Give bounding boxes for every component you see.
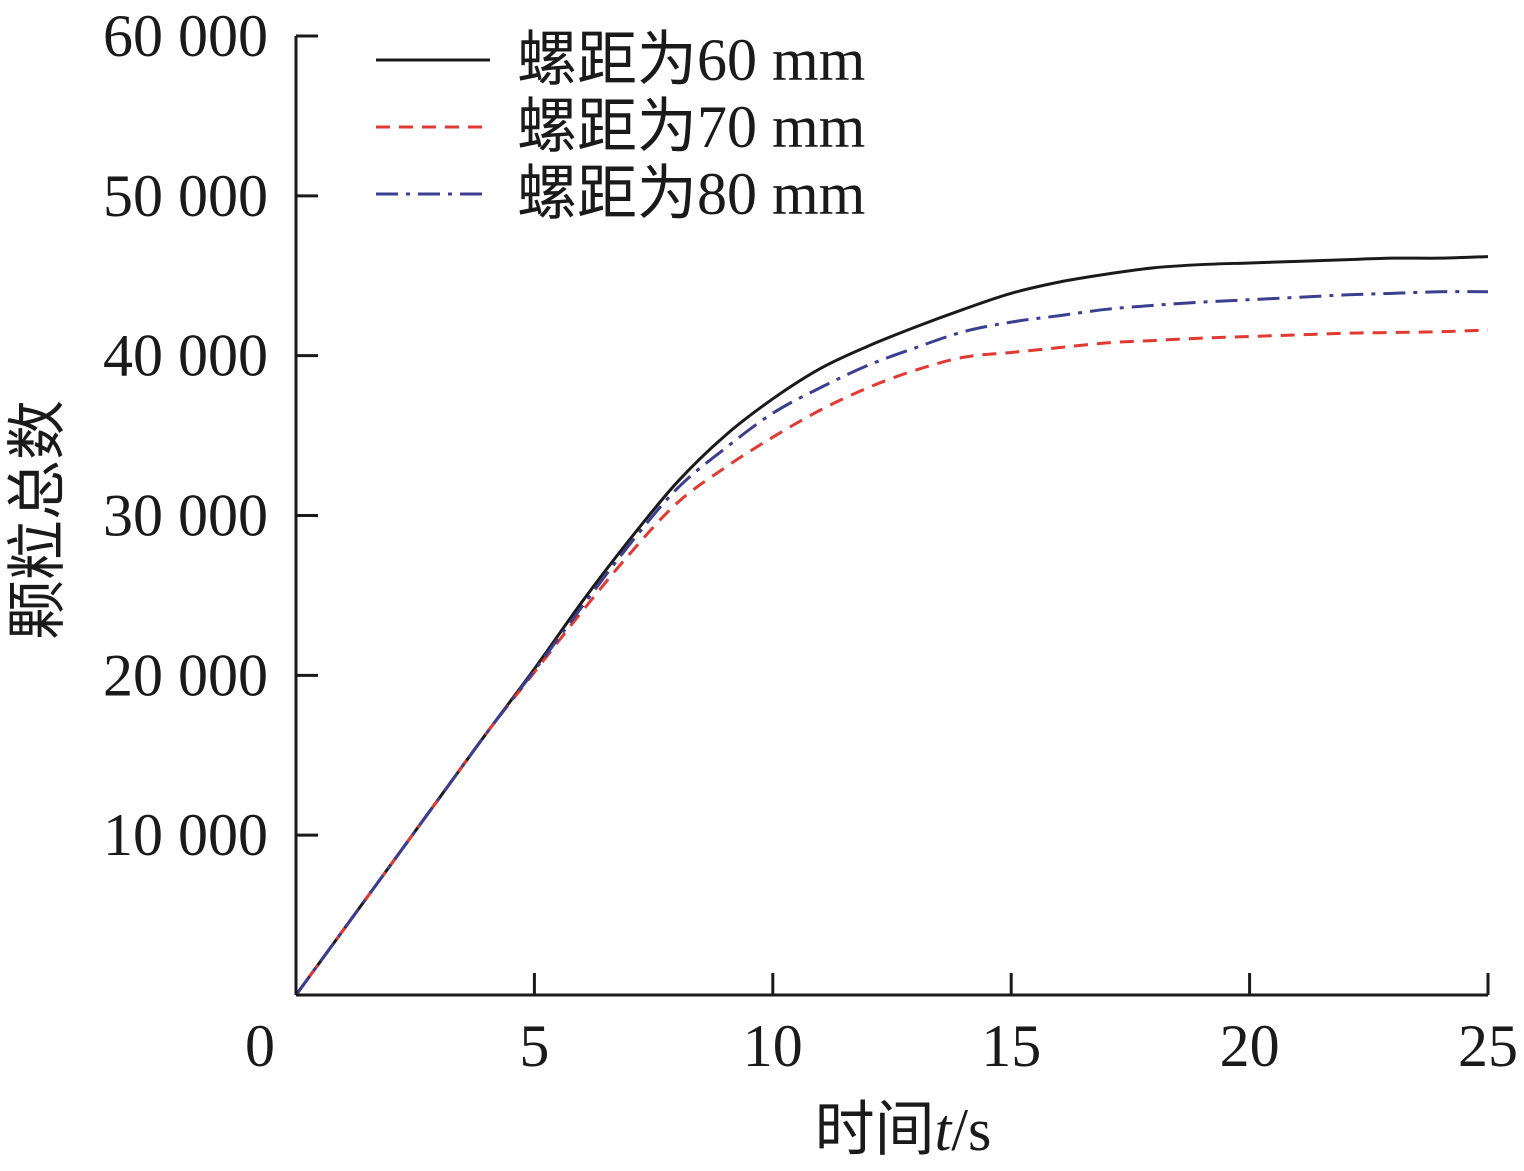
y-tick-label: 40 000 — [103, 323, 268, 389]
x-tick-label: 5 — [519, 1013, 549, 1079]
x-axis-label: 时间t/s — [815, 1097, 992, 1163]
legend-label: 螺距为80 mm — [517, 161, 865, 227]
legend-item-1: 螺距为60 mm — [376, 27, 865, 93]
y-tick-label: 30 000 — [103, 483, 268, 549]
axes — [294, 36, 1488, 997]
x-tick-label: 15 — [981, 1013, 1041, 1079]
series-line-1 — [294, 255, 1489, 996]
legend-label: 螺距为60 mm — [517, 27, 865, 93]
x-tick-label: 0 — [245, 1013, 275, 1079]
legend-item-3: 螺距为80 mm — [376, 161, 865, 227]
y-tick-label: 50 000 — [103, 163, 268, 229]
legend-label: 螺距为70 mm — [517, 94, 865, 160]
y-tick-label: 20 000 — [103, 642, 268, 708]
series-line-2 — [294, 328, 1489, 996]
y-tick-label: 60 000 — [103, 3, 268, 69]
y-tick-label: 10 000 — [103, 802, 268, 868]
x-tick-label: 20 — [1220, 1013, 1280, 1079]
series-layer — [294, 255, 1489, 996]
x-tick-label: 10 — [743, 1013, 803, 1079]
series-line-3 — [294, 290, 1489, 996]
x-tick-label: 25 — [1458, 1013, 1518, 1079]
y-axis-label: 颗粒总数 — [5, 400, 71, 640]
legend-item-2: 螺距为70 mm — [376, 94, 865, 160]
ticks: 0 5 10 15 20 25 10 000 20 000 30 000 40 000 50 000… — [103, 3, 1518, 1079]
